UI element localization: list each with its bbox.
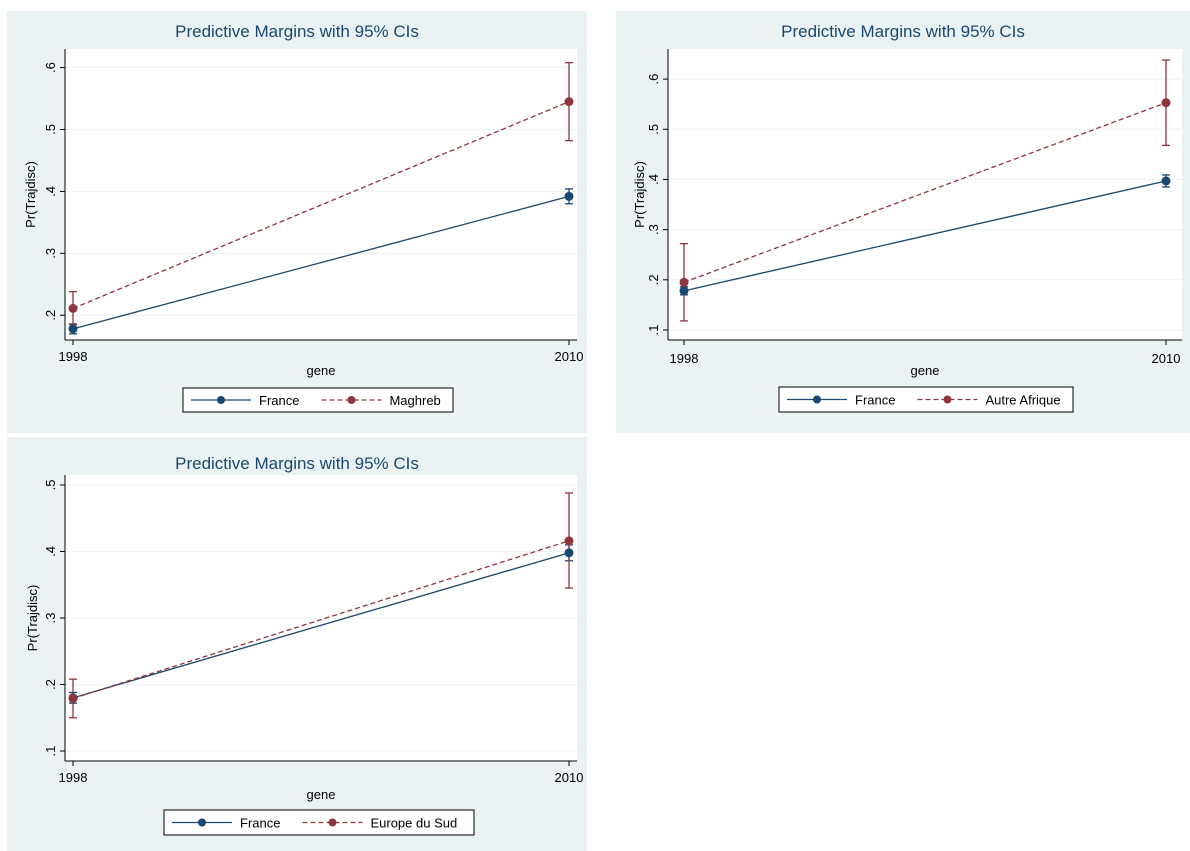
series-line: [72, 101, 570, 310]
y-tick-label: .3: [43, 613, 58, 624]
y-tick-label: .4: [43, 546, 58, 557]
chart-panel-maghreb: .2 .3 .4 .5 .6 1998 2010 Predictive Margins wit…: [7, 11, 587, 433]
data-point: [564, 191, 574, 201]
y-tick-label: .1: [646, 325, 661, 336]
legend-key-marker: [813, 395, 821, 404]
plot-area: [668, 49, 1182, 340]
x-axis-label: gene: [911, 363, 940, 378]
x-tick-label: 2010: [1152, 351, 1181, 366]
series-line: [72, 195, 570, 330]
x-tick-label: 2010: [555, 770, 584, 785]
y-axis-label: Pr(Trajdisc): [23, 161, 38, 228]
chart-svg: .2 .3 .4 .5 .6 1998 2010 Predictive Margins wit…: [23, 22, 584, 413]
y-tick-label: .5: [43, 124, 58, 135]
y-tick-label: .6: [43, 62, 58, 73]
chart-title: Predictive Margins with 95% CIs: [175, 454, 419, 473]
x-axis-label: gene: [307, 787, 336, 802]
x-tick-label: 1998: [670, 351, 699, 366]
legend-label: France: [240, 816, 280, 831]
y-tick-label: .4: [43, 186, 58, 197]
data-point: [1161, 98, 1171, 108]
chart-panel-europe-du-sud: .1 .2 .3 .4 .5 1998 2010 Predictive Margins wit…: [7, 437, 587, 851]
y-tick-label: .6: [646, 74, 661, 85]
chart-title: Predictive Margins with 95% CIs: [175, 22, 419, 41]
data-point: [679, 286, 689, 296]
series-line: [72, 552, 570, 699]
chart-title: Predictive Margins with 95% CIs: [781, 22, 1025, 41]
data-point: [564, 97, 574, 107]
data-point: [564, 536, 574, 546]
y-tick-label: .2: [43, 310, 58, 321]
series-line: [683, 180, 1167, 292]
y-axis-label: Pr(Trajdisc): [25, 585, 40, 652]
legend-key-marker: [217, 396, 225, 404]
y-tick-label: .5: [646, 124, 661, 135]
legend-key-marker: [347, 396, 356, 404]
y-tick-label: .3: [43, 248, 58, 259]
data-point: [564, 548, 574, 558]
y-tick-label: .5: [43, 480, 58, 491]
series-line: [72, 540, 570, 700]
data-point: [68, 693, 78, 703]
data-point: [68, 303, 78, 313]
x-tick-label: 2010: [555, 349, 584, 364]
y-tick-label: .3: [646, 224, 661, 235]
x-axis-label: gene: [307, 363, 336, 378]
data-point: [68, 324, 78, 334]
data-point: [1161, 176, 1171, 186]
y-tick-label: .4: [646, 174, 661, 185]
y-axis-label: Pr(Trajdisc): [632, 161, 647, 228]
x-tick-label: 1998: [59, 349, 88, 364]
y-tick-label: .2: [646, 274, 661, 285]
y-tick-label: .1: [43, 746, 58, 757]
legend-label: France: [259, 393, 299, 408]
chart-panel-autre-afrique: .1 .2 .3 .4 .5 .6 1998 2010 Predictive Margins w…: [616, 11, 1190, 433]
y-tick-label: .2: [43, 679, 58, 690]
legend-label: France: [855, 393, 895, 408]
series-line: [683, 102, 1167, 283]
legend-key-marker: [943, 395, 952, 404]
legend-label: Maghreb: [389, 393, 440, 408]
legend-label: Europe du Sud: [370, 816, 457, 831]
data-point: [679, 277, 689, 287]
legend-label: Autre Afrique: [985, 393, 1060, 408]
plot-area: [65, 49, 577, 340]
legend-key-marker: [198, 818, 206, 827]
legend-key-marker: [328, 818, 337, 827]
x-tick-label: 1998: [59, 770, 88, 785]
chart-svg: .1 .2 .3 .4 .5 1998 2010 Predictive Margins wit…: [25, 454, 584, 836]
chart-svg: .1 .2 .3 .4 .5 .6 1998 2010 Predictive Margins w…: [632, 22, 1182, 413]
